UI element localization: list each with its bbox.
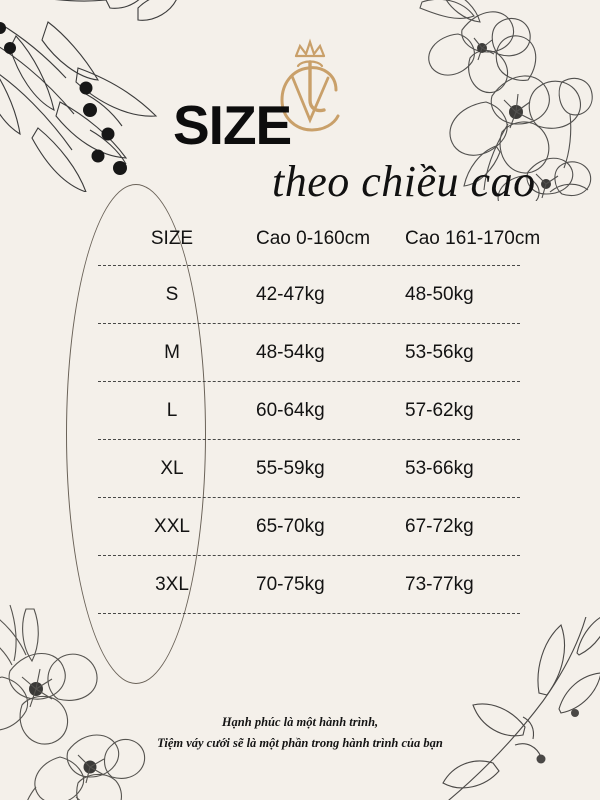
cell-weight-0-160: 42-47kg bbox=[256, 283, 325, 305]
footer-tagline: Hạnh phúc là một hành trình, Tiệm váy cư… bbox=[0, 712, 600, 753]
page-subtitle: theo chiều cao bbox=[272, 157, 536, 206]
cell-weight-0-160: 55-59kg bbox=[256, 457, 325, 479]
column-header-size: SIZE bbox=[150, 227, 194, 249]
cell-weight-161-170: 73-77kg bbox=[405, 573, 474, 595]
table-header-row: SIZE Cao 0-160cm Cao 161-170cm bbox=[98, 212, 541, 265]
row-divider bbox=[98, 381, 520, 382]
footer-line-1: Hạnh phúc là một hành trình, bbox=[221, 715, 379, 729]
size-column-highlight-ellipse bbox=[66, 184, 206, 684]
cell-weight-0-160: 65-70kg bbox=[256, 515, 325, 537]
row-divider bbox=[98, 555, 520, 556]
cell-weight-161-170: 67-72kg bbox=[405, 515, 474, 537]
cell-size: S bbox=[165, 283, 179, 305]
column-header-height-161-170: Cao 161-170cm bbox=[405, 227, 541, 249]
table-row: L 60-64kg 57-62kg bbox=[98, 382, 520, 439]
row-divider bbox=[98, 497, 520, 498]
cell-weight-0-160: 60-64kg bbox=[256, 399, 325, 421]
leaf-branch-art bbox=[442, 617, 600, 800]
row-divider bbox=[98, 439, 520, 440]
table-row: S 42-47kg 48-50kg bbox=[98, 266, 520, 323]
row-divider bbox=[98, 323, 520, 324]
footer-line-2: Tiệm váy cưới sẽ là một phần trong hành … bbox=[157, 735, 443, 750]
row-divider bbox=[98, 613, 520, 614]
cell-weight-161-170: 53-56kg bbox=[405, 341, 474, 363]
table-row: XL 55-59kg 53-66kg bbox=[98, 440, 520, 497]
page-title: SIZE bbox=[173, 94, 292, 156]
cell-weight-161-170: 53-66kg bbox=[405, 457, 474, 479]
cell-weight-0-160: 48-54kg bbox=[256, 341, 325, 363]
row-divider bbox=[98, 265, 520, 266]
table-row: 3XL 70-75kg 73-77kg bbox=[98, 556, 520, 613]
cell-size: XXL bbox=[154, 515, 190, 537]
lvc-crown-monogram-logo bbox=[280, 38, 340, 132]
column-header-height-0-160: Cao 0-160cm bbox=[256, 227, 371, 249]
table-row: M 48-54kg 53-56kg bbox=[98, 324, 520, 381]
cell-weight-161-170: 57-62kg bbox=[405, 399, 474, 421]
cell-weight-0-160: 70-75kg bbox=[256, 573, 325, 595]
cell-weight-161-170: 48-50kg bbox=[405, 283, 474, 305]
cell-size: M bbox=[164, 341, 180, 363]
table-row: XXL 65-70kg 67-72kg bbox=[98, 498, 520, 555]
cell-size: 3XL bbox=[155, 573, 189, 595]
cell-size: L bbox=[166, 399, 178, 421]
cell-size: XL bbox=[160, 457, 184, 479]
size-chart-table: SIZE Cao 0-160cm Cao 161-170cm S 42-47kg… bbox=[98, 212, 541, 614]
